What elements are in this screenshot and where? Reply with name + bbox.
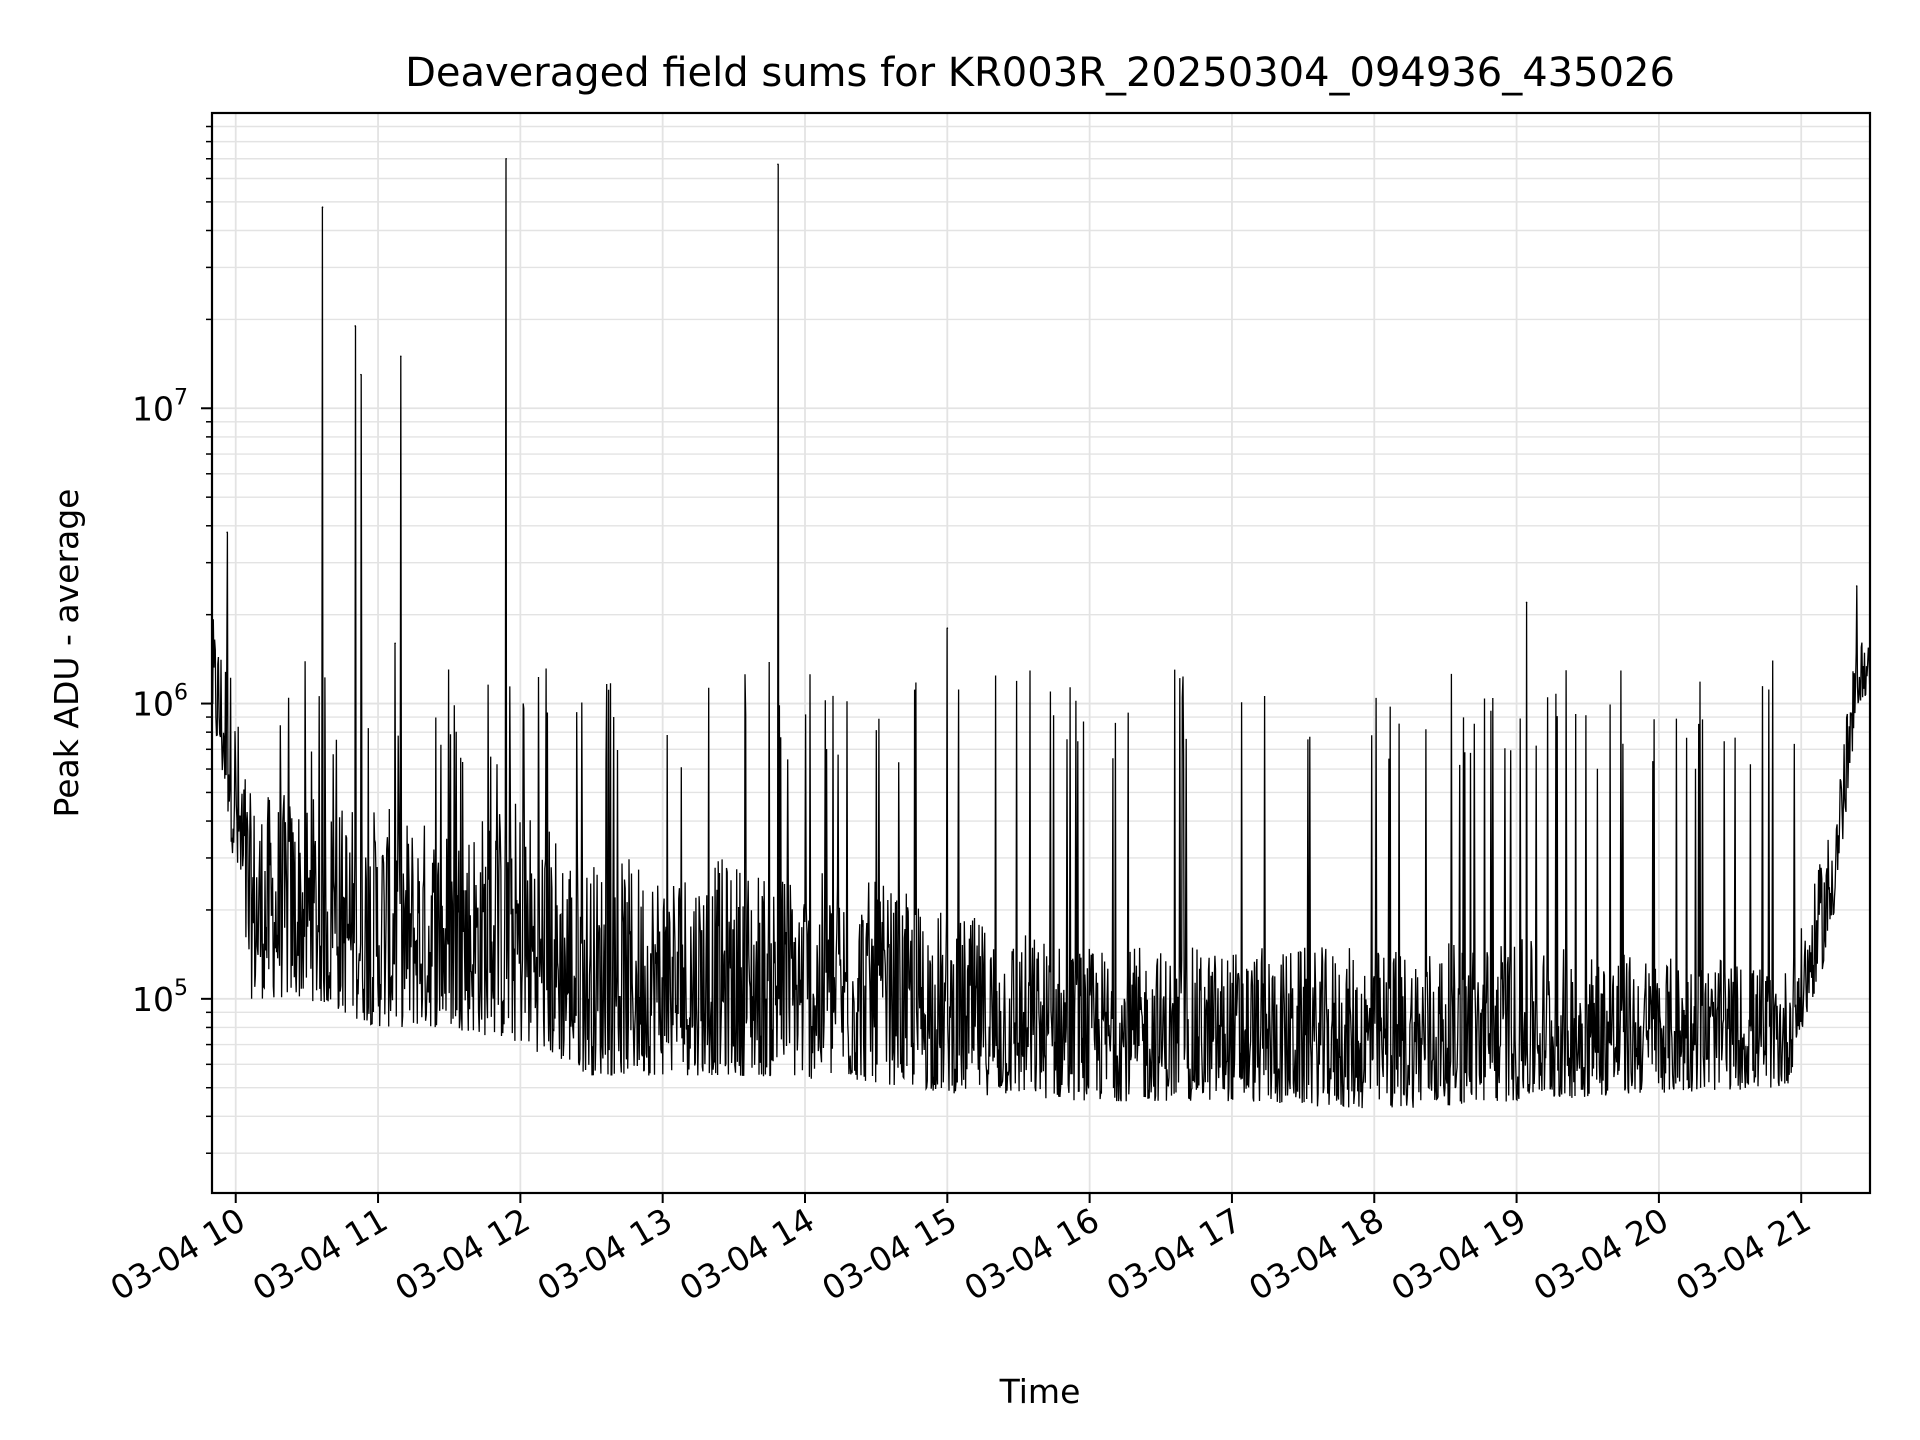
y-tick-label-2: 107: [132, 385, 188, 428]
x-tick-label-9: 03-04 19: [1385, 1200, 1533, 1308]
x-tick-label-0: 03-04 10: [104, 1200, 252, 1308]
x-axis-label: Time: [999, 1372, 1081, 1411]
y-tick-label-0: 105: [132, 976, 188, 1019]
spike-point-9: [1525, 601, 1528, 604]
spike-point-4: [394, 642, 396, 645]
spike-point-6: [505, 157, 507, 160]
series-polyline: [212, 158, 1871, 1109]
spike-point-5: [400, 355, 402, 358]
y-axis: 105 106 107: [132, 125, 212, 1154]
chart-title: Deaveraged field sums for KR003R_2025030…: [405, 50, 1675, 96]
x-tick-label-3: 03-04 13: [531, 1200, 679, 1308]
spike-point-0: [226, 531, 228, 534]
y-tick-label-1: 106: [132, 681, 188, 724]
x-tick-label-6: 03-04 16: [958, 1200, 1106, 1308]
x-tick-label-2: 03-04 12: [388, 1200, 536, 1308]
x-tick-label-4: 03-04 14: [673, 1200, 821, 1308]
y-axis-label: Peak ADU - average: [47, 489, 86, 818]
spike-point-7: [777, 163, 779, 166]
spike-point-1: [321, 206, 324, 208]
x-tick-label-8: 03-04 18: [1242, 1200, 1390, 1308]
spike-point-2: [354, 325, 357, 327]
spike-point-3: [360, 373, 362, 376]
x-tick-label-11: 03-04 21: [1669, 1200, 1817, 1308]
plot-frame: [210, 111, 1872, 1195]
spike-point-8: [946, 627, 949, 629]
x-tick-label-10: 03-04 20: [1527, 1200, 1675, 1308]
spike-point-10: [1855, 585, 1858, 587]
series-line: [212, 157, 1871, 1109]
x-tick-label-5: 03-04 15: [815, 1200, 963, 1308]
x-tick-label-7: 03-04 17: [1100, 1200, 1248, 1308]
x-tick-label-1: 03-04 11: [246, 1200, 394, 1308]
